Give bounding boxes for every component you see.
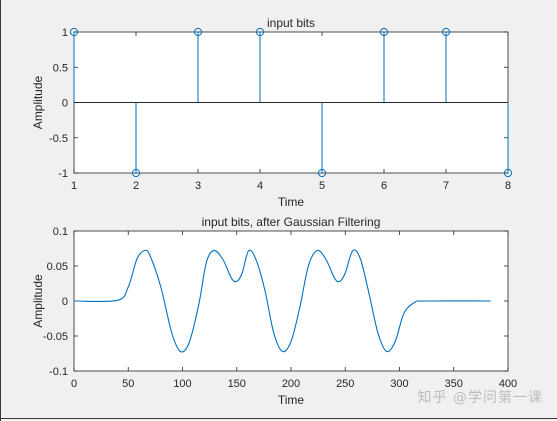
x-tick-label: 5 <box>319 180 325 192</box>
stem-marker <box>131 168 141 178</box>
x-tick-label: 7 <box>443 180 449 192</box>
y-tick-label: 1 <box>62 27 68 39</box>
x-tick-label: 1 <box>71 180 77 192</box>
x-tick-label: 0 <box>71 378 77 390</box>
x-tick-label: 200 <box>282 378 300 390</box>
x-tick-label: 150 <box>228 378 246 390</box>
window-left-edge <box>0 0 1 421</box>
watermark-text: 知乎 @学问第一课 <box>417 390 543 406</box>
y-tick-label: 0 <box>62 296 68 308</box>
y-tick-label: -0.1 <box>49 366 68 378</box>
window-bottom-edge <box>0 418 557 419</box>
stem-marker <box>193 27 203 37</box>
x-tick-label: 4 <box>257 180 263 192</box>
x-tick-label: 100 <box>173 378 191 390</box>
stem-marker <box>503 168 513 178</box>
x-tick-label: 400 <box>499 378 517 390</box>
stem-marker <box>441 27 451 37</box>
x-tick-label: 2 <box>133 180 139 192</box>
x-tick-label: 50 <box>122 378 134 390</box>
filtered-signal-line <box>73 249 491 353</box>
chart-title: input bits <box>267 16 315 30</box>
y-tick-label: -0.5 <box>49 133 68 145</box>
x-axis-label: Time <box>278 393 305 407</box>
stem-marker <box>317 168 327 178</box>
x-tick-label: 8 <box>505 180 511 192</box>
chart-title: input bits, after Gaussian Filtering <box>202 215 381 229</box>
x-tick-label: 350 <box>445 378 463 390</box>
stem-marker <box>255 27 265 37</box>
y-tick-label: 0.1 <box>53 226 68 238</box>
y-tick-label: 0 <box>62 98 68 110</box>
y-tick-label: 0.05 <box>47 261 68 273</box>
stem-marker <box>69 27 79 37</box>
x-tick-label: 300 <box>390 378 408 390</box>
filtered-signal-axes: 0 50 100 150 200 250 300 350 400 -0.1 -0.05 0 0.05 0.… <box>31 215 517 407</box>
x-tick-label: 3 <box>195 180 201 192</box>
y-tick-label: -0.05 <box>43 331 68 343</box>
y-tick-label: 0.5 <box>53 62 68 74</box>
x-tick-label: 6 <box>381 180 387 192</box>
x-axis-label: Time <box>278 195 305 209</box>
stem-marker <box>379 27 389 37</box>
y-axis-label: Amplitude <box>31 274 45 328</box>
y-axis-label: Amplitude <box>31 76 45 130</box>
y-tick-label: -1 <box>58 168 68 180</box>
x-tick-label: 250 <box>336 378 354 390</box>
stem-plot-axes: 1 2 3 4 5 6 7 8 -1 -0.5 0 0.5 1 input bits Time Amplitu… <box>31 16 513 209</box>
